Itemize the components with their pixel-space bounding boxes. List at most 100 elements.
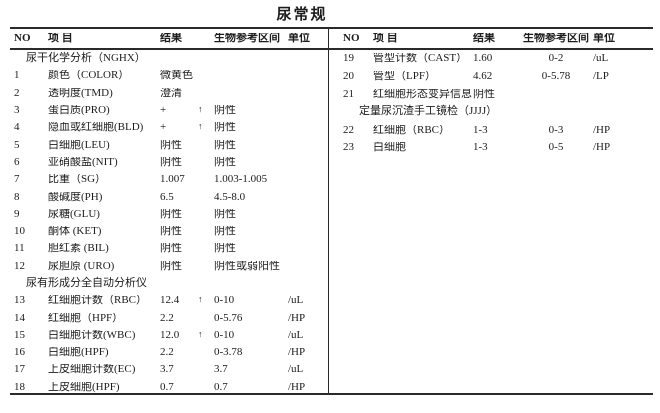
- table-row: 23 白细胞 1-3 0-5/HP: [329, 139, 653, 157]
- cell-ref: 阴性: [214, 243, 236, 255]
- cell-no: 21: [343, 88, 354, 100]
- cell-item: 蛋白质(PRO): [48, 105, 110, 117]
- cell-item: 白细胞计数(WBC): [48, 329, 136, 341]
- col-header-ref: 生物参考区间: [523, 33, 589, 44]
- cell-no: 8: [14, 191, 20, 203]
- cell-no: 22: [343, 124, 354, 136]
- table-row: 5 白细胞(LEU) 阴性 阴性: [10, 136, 328, 153]
- cell-no: 5: [14, 139, 20, 151]
- cell-item: 亚硝酸盐(NIT): [48, 156, 118, 168]
- section-header: 尿干化学分析（NGHX）: [26, 52, 146, 64]
- cell-no: 7: [14, 174, 20, 186]
- cell-unit: /HP: [288, 381, 306, 393]
- cell-ref: 0-10: [214, 295, 235, 307]
- col-header-no: NO: [14, 33, 31, 44]
- table-row: 10 酮体 (KET) 阴性 阴性: [10, 223, 328, 240]
- cell-no: 15: [14, 329, 25, 341]
- cell-result: 12.0: [160, 329, 180, 341]
- cell-item: 尿糖(GLU): [48, 208, 100, 220]
- col-header-item: 项 目: [373, 33, 398, 44]
- cell-no: 18: [14, 381, 25, 393]
- cell-no: 4: [14, 122, 20, 134]
- cell-item: 白细胞(HPF): [48, 347, 109, 359]
- cell-no: 12: [14, 260, 25, 272]
- cell-item: 上皮细胞计数(EC): [48, 364, 136, 376]
- cell-ref: 阴性或弱阳性: [214, 260, 280, 272]
- cell-flag: ↑: [198, 122, 203, 132]
- table-row: 14 红细胞（HPF） 2.2 0-5.76/HP: [10, 309, 328, 326]
- cell-ref: 0-3: [548, 124, 564, 136]
- table-row: 11 胆红素 (BIL) 阴性 阴性: [10, 240, 328, 257]
- cell-unit: /uL: [288, 364, 304, 376]
- cell-no: 6: [14, 156, 20, 168]
- cell-no: 17: [14, 364, 25, 376]
- cell-ref: 0-10: [214, 329, 235, 341]
- cell-ref: 阴性: [214, 208, 236, 220]
- report-table: NO 项 目 结果 生物参考区间 单位 尿干化学分析（NGHX） 1 颜色（COLO…: [10, 27, 653, 395]
- cell-result: 阴性: [160, 139, 182, 151]
- cell-item: 红细胞（RBC）: [373, 124, 451, 136]
- cell-unit: /LP: [593, 71, 609, 83]
- cell-result: +: [160, 105, 167, 117]
- cell-no: 13: [14, 295, 25, 307]
- cell-item: 红细胞计数（RBC）: [48, 295, 148, 307]
- cell-item: 酮体 (KET): [48, 226, 102, 238]
- cell-item: 上皮细胞(HPF): [48, 381, 120, 393]
- table-row: 9 尿糖(GLU) 阴性 阴性: [10, 206, 328, 223]
- table-row: 7 比重（SG） 1.007 1.003-1.005: [10, 171, 328, 188]
- table-row: 1 颜色（COLOR） 微黄色: [10, 67, 328, 84]
- table-row: 22 红细胞（RBC） 1-3 0-3/HP: [329, 121, 653, 139]
- cell-item: 红细胞形态变异信息: [373, 88, 472, 100]
- cell-unit: /HP: [288, 312, 306, 324]
- cell-result: 阴性: [473, 88, 495, 100]
- cell-unit: /uL: [593, 53, 609, 65]
- table-body-right: 19 管型计数（CAST） 1.60 0-2/uL 20 管型（LPF） 4.62 0-5.7…: [329, 50, 653, 157]
- cell-no: 9: [14, 208, 20, 220]
- table-body-left: 尿干化学分析（NGHX） 1 颜色（COLOR） 微黄色 2 透明度(TMD) 澄清 3 蛋白质…: [10, 50, 328, 396]
- cell-flag: ↑: [198, 105, 203, 115]
- cell-result: 阴性: [160, 260, 182, 272]
- table-row: 6 亚硝酸盐(NIT) 阴性 阴性: [10, 154, 328, 171]
- cell-item: 白细胞(LEU): [48, 139, 110, 151]
- cell-result: 阴性: [160, 156, 182, 168]
- cell-no: 2: [14, 87, 20, 99]
- cell-item: 管型（LPF）: [373, 71, 436, 83]
- page-title: 尿常规: [276, 7, 328, 23]
- table-row: 4 隐血或红细胞(BLD) + ↑ 阴性: [10, 119, 328, 136]
- cell-unit: /HP: [593, 142, 611, 154]
- cell-flag: ↑: [198, 329, 203, 339]
- col-header-result: 结果: [160, 33, 182, 44]
- section-header: 定量尿沉渣手工镜检（JJJJ）: [359, 105, 498, 118]
- cell-result: 微黄色: [160, 70, 193, 82]
- table-row: 19 管型计数（CAST） 1.60 0-2/uL: [329, 50, 653, 68]
- cell-ref: 0.7: [214, 381, 228, 393]
- cell-item: 白细胞: [373, 142, 406, 154]
- col-header-result: 结果: [473, 33, 495, 44]
- cell-ref: 0-3.78: [214, 347, 243, 359]
- cell-no: 16: [14, 347, 25, 359]
- cell-item: 透明度(TMD): [48, 87, 113, 99]
- table-row: 12 尿胆原 (URO) 阴性 阴性或弱阳性: [10, 258, 328, 275]
- cell-unit: /HP: [288, 347, 306, 359]
- cell-item: 酸碱度(PH): [48, 191, 103, 203]
- cell-result: 1.60: [473, 53, 493, 65]
- table-header-left: NO 项 目 结果 生物参考区间 单位: [10, 29, 328, 50]
- cell-no: 3: [14, 105, 20, 117]
- cell-item: 颜色（COLOR）: [48, 70, 130, 82]
- table-row: 17 上皮细胞计数(EC) 3.7 3.7/uL: [10, 361, 328, 378]
- table-row: 8 酸碱度(PH) 6.5 4.5-8.0: [10, 188, 328, 205]
- cell-no: 19: [343, 53, 354, 65]
- cell-ref: 3.7: [214, 364, 228, 376]
- cell-no: 10: [14, 226, 25, 238]
- cell-result: 阴性: [160, 226, 182, 238]
- cell-result: 2.2: [160, 347, 174, 359]
- cell-no: 23: [343, 142, 354, 154]
- col-header-unit: 单位: [288, 33, 310, 44]
- cell-result: 3.7: [160, 364, 174, 376]
- section-header: 尿有形成分全自动分析仪: [26, 276, 147, 289]
- cell-ref: 阴性: [214, 139, 236, 151]
- cell-item: 尿胆原 (URO): [48, 260, 115, 272]
- cell-result: 阴性: [160, 208, 182, 220]
- cell-result: 澄清: [160, 87, 182, 99]
